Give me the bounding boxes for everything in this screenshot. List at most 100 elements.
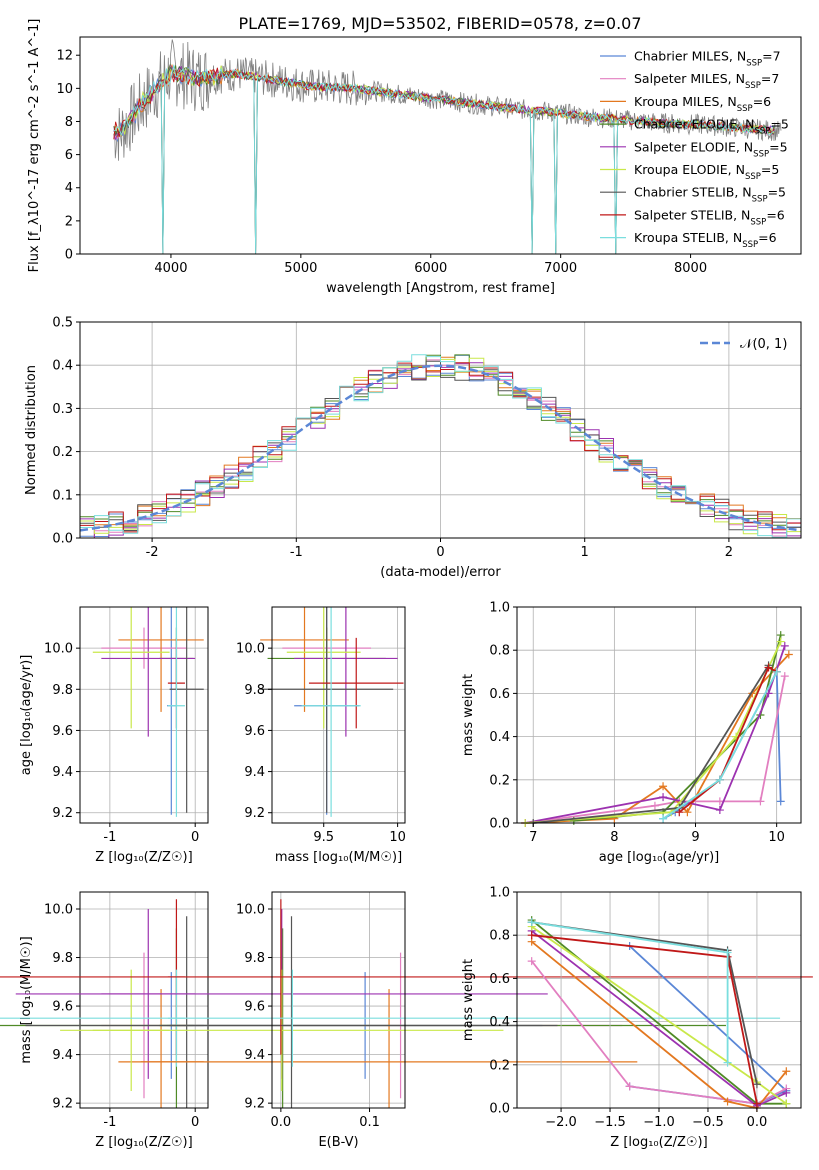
y-tick-label: 10.0 <box>236 642 265 657</box>
y-tick-label: 9.2 <box>244 806 265 821</box>
plot-area <box>0 899 813 1108</box>
weight-marker <box>772 667 781 676</box>
weight-line <box>530 960 787 1105</box>
x-tick-label: 0 <box>191 830 199 845</box>
x-tick-label: -1 <box>103 1115 116 1130</box>
weight-marker <box>784 650 793 659</box>
legend-label: Salpeter MILES, NSSP=7 <box>634 71 779 91</box>
plot-area <box>521 631 793 827</box>
weight-line <box>678 666 778 813</box>
y-tick-label: 0.2 <box>489 773 510 788</box>
y-tick-label: 9.4 <box>52 765 73 780</box>
axes-mass-vs-Z: -1 0 9.2 9.4 9.6 9.8 10.0 Z [log₁₀(Z/Z☉)] mass [… <box>19 891 209 1150</box>
weight-marker <box>659 782 668 791</box>
x-tick-label: −0.5 <box>692 1115 724 1130</box>
y-tick-label: 8 <box>65 115 73 130</box>
x-tick-label: -1 <box>103 830 116 845</box>
legend-label: Chabrier ELODIE, NSSP=5 <box>634 117 789 137</box>
plot-area <box>92 607 204 817</box>
y-tick-label: 10.0 <box>236 902 265 917</box>
y-tick-label: 0.0 <box>489 817 510 832</box>
axes-frame <box>79 36 802 255</box>
x-tick-label: 10 <box>389 830 406 845</box>
x-tick-label: 9 <box>691 830 699 845</box>
plot-area <box>527 916 791 1112</box>
y-tick-label: 9.6 <box>52 1000 73 1015</box>
y-tick-label: 0.4 <box>489 730 510 745</box>
hist-salpeter-stelib <box>80 362 801 533</box>
y-tick-label: 0.3 <box>52 402 73 417</box>
axes-frame <box>79 891 209 1109</box>
y-tick-label: 10 <box>56 82 73 97</box>
figure-title: PLATE=1769, MJD=53502, FIBERID=0578, z=0… <box>238 14 641 33</box>
weight-marker <box>715 806 724 815</box>
model-line-kroupa-stelib <box>113 65 775 254</box>
y-tick-label: 0.1 <box>52 488 73 503</box>
normal-curve <box>79 364 802 532</box>
y-tick-label: 9.8 <box>52 951 73 966</box>
y-tick-label: 0.4 <box>489 1015 510 1030</box>
x-tick-label: 7 <box>529 830 537 845</box>
y-tick-label: 1.0 <box>489 601 510 616</box>
x-axis-label: Z [log₁₀(Z/Z☉)] <box>95 1135 192 1150</box>
plot-area <box>113 39 782 254</box>
x-axis-label: age [log₁₀(age/yr)] <box>599 850 720 865</box>
y-axis-label: age [log₁₀(age/yr)] <box>19 655 34 776</box>
model-line-salpeter-stelib <box>113 67 775 140</box>
y-tick-label: 1.0 <box>489 886 510 901</box>
x-tick-label: −1.0 <box>643 1115 675 1130</box>
weight-marker <box>756 797 765 806</box>
y-tick-label: 9.6 <box>52 724 73 739</box>
y-tick-label: 9.2 <box>244 1097 265 1112</box>
weight-marker <box>752 1099 761 1108</box>
y-axis-label: mass [log₁₀(M/M☉)] <box>19 936 34 1063</box>
x-tick-label: 6000 <box>414 261 447 276</box>
hist-kroupa-stelib <box>80 354 801 538</box>
x-tick-label: 10 <box>768 830 785 845</box>
weight-line <box>524 645 786 824</box>
x-axis-label: E(B-V) <box>318 1135 358 1150</box>
weight-marker <box>782 1099 791 1108</box>
weight-line <box>524 675 786 824</box>
weight-line <box>662 671 778 820</box>
y-tick-label: 6 <box>65 148 73 163</box>
x-tick-label: 9.5 <box>313 830 334 845</box>
weight-marker <box>780 672 789 681</box>
x-axis-label: mass [log₁₀(M/M☉)] <box>275 850 402 865</box>
y-tick-label: 9.4 <box>244 1048 265 1063</box>
x-tick-label: 0 <box>191 1115 199 1130</box>
y-tick-label: 4 <box>65 181 73 196</box>
y-tick-label: 0.2 <box>489 1058 510 1073</box>
axes-residuals: -2 -1 0 1 2 0.0 0.1 0.2 0.3 0.4 0.5 (data-model)/er… <box>24 316 802 580</box>
x-tick-label: 8000 <box>674 261 707 276</box>
y-tick-label: 9.8 <box>52 683 73 698</box>
legend-label: 𝒩(0, 1) <box>740 337 787 352</box>
x-tick-label: −2.0 <box>545 1115 577 1130</box>
weight-marker <box>723 948 732 957</box>
y-tick-label: 0 <box>65 248 73 263</box>
axes-frame <box>271 891 406 1109</box>
x-tick-label: 5000 <box>284 261 317 276</box>
weight-marker <box>764 663 773 672</box>
y-tick-label: 0.6 <box>489 687 510 702</box>
axes-frame <box>516 606 802 824</box>
x-tick-label: -2 <box>146 545 159 560</box>
legend-label: Chabrier STELIB, NSSP=5 <box>634 185 786 205</box>
weight-marker <box>659 814 668 823</box>
y-tick-label: 0.5 <box>52 316 73 331</box>
y-tick-label: 9.6 <box>244 724 265 739</box>
axes-spectrum: 4000 5000 6000 7000 8000 0 2 4 6 8 10 12 wavelength … <box>27 19 802 296</box>
x-tick-label: 8 <box>610 830 618 845</box>
x-axis-label: wavelength [Angstrom, rest frame] <box>326 281 555 296</box>
y-tick-label: 0.4 <box>52 359 73 374</box>
y-tick-label: 10.0 <box>44 642 73 657</box>
weight-marker <box>780 641 789 650</box>
legend-label: Salpeter ELODIE, NSSP=5 <box>634 139 788 159</box>
x-tick-label: 2 <box>725 545 733 560</box>
x-axis-label: Z [log₁₀(Z/Z☉)] <box>610 1135 707 1150</box>
y-tick-label: 9.2 <box>52 806 73 821</box>
y-tick-label: 0.8 <box>489 644 510 659</box>
weight-marker <box>752 1080 761 1089</box>
